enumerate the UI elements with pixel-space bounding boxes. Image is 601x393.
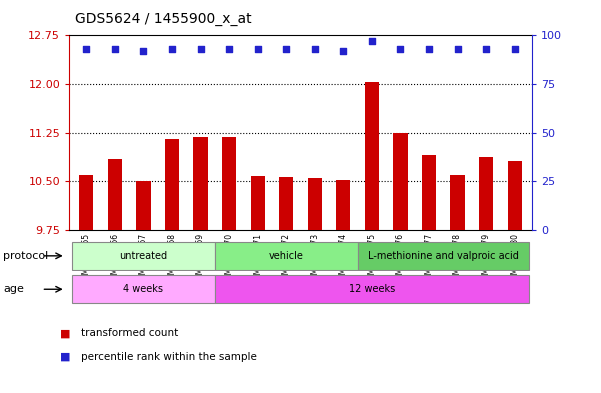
Bar xyxy=(365,82,379,230)
Point xyxy=(110,46,120,52)
Bar xyxy=(222,137,236,230)
Bar xyxy=(358,242,529,270)
Text: 12 weeks: 12 weeks xyxy=(349,284,395,294)
Point xyxy=(82,46,91,52)
Point xyxy=(395,46,405,52)
Bar xyxy=(308,178,322,230)
Point xyxy=(424,46,434,52)
Bar xyxy=(215,275,529,303)
Text: transformed count: transformed count xyxy=(81,328,178,338)
Point xyxy=(510,46,519,52)
Point xyxy=(481,46,491,52)
Text: vehicle: vehicle xyxy=(269,251,304,261)
Bar xyxy=(451,175,465,230)
Bar xyxy=(79,175,93,230)
Bar xyxy=(108,159,122,230)
Bar xyxy=(479,157,493,230)
Text: 4 weeks: 4 weeks xyxy=(123,284,163,294)
Point xyxy=(367,38,377,44)
Text: untreated: untreated xyxy=(120,251,168,261)
Bar xyxy=(72,242,215,270)
Point xyxy=(310,46,320,52)
Bar xyxy=(336,180,350,230)
Point xyxy=(167,46,177,52)
Text: GDS5624 / 1455900_x_at: GDS5624 / 1455900_x_at xyxy=(75,12,252,26)
Bar xyxy=(165,139,179,230)
Text: percentile rank within the sample: percentile rank within the sample xyxy=(81,352,257,362)
Bar xyxy=(72,275,215,303)
Bar xyxy=(422,155,436,230)
Bar xyxy=(194,137,208,230)
Bar xyxy=(279,177,293,230)
Text: ■: ■ xyxy=(60,328,74,338)
Point xyxy=(139,48,148,54)
Bar xyxy=(508,160,522,230)
Text: protocol: protocol xyxy=(3,251,48,261)
Text: L-methionine and valproic acid: L-methionine and valproic acid xyxy=(368,251,519,261)
Point xyxy=(253,46,263,52)
Text: ■: ■ xyxy=(60,352,74,362)
Bar xyxy=(215,242,358,270)
Point xyxy=(338,48,348,54)
Point xyxy=(224,46,234,52)
Bar xyxy=(393,133,407,230)
Point xyxy=(196,46,206,52)
Bar xyxy=(251,176,265,230)
Bar xyxy=(136,181,150,230)
Text: age: age xyxy=(3,284,24,294)
Point xyxy=(453,46,462,52)
Point xyxy=(281,46,291,52)
